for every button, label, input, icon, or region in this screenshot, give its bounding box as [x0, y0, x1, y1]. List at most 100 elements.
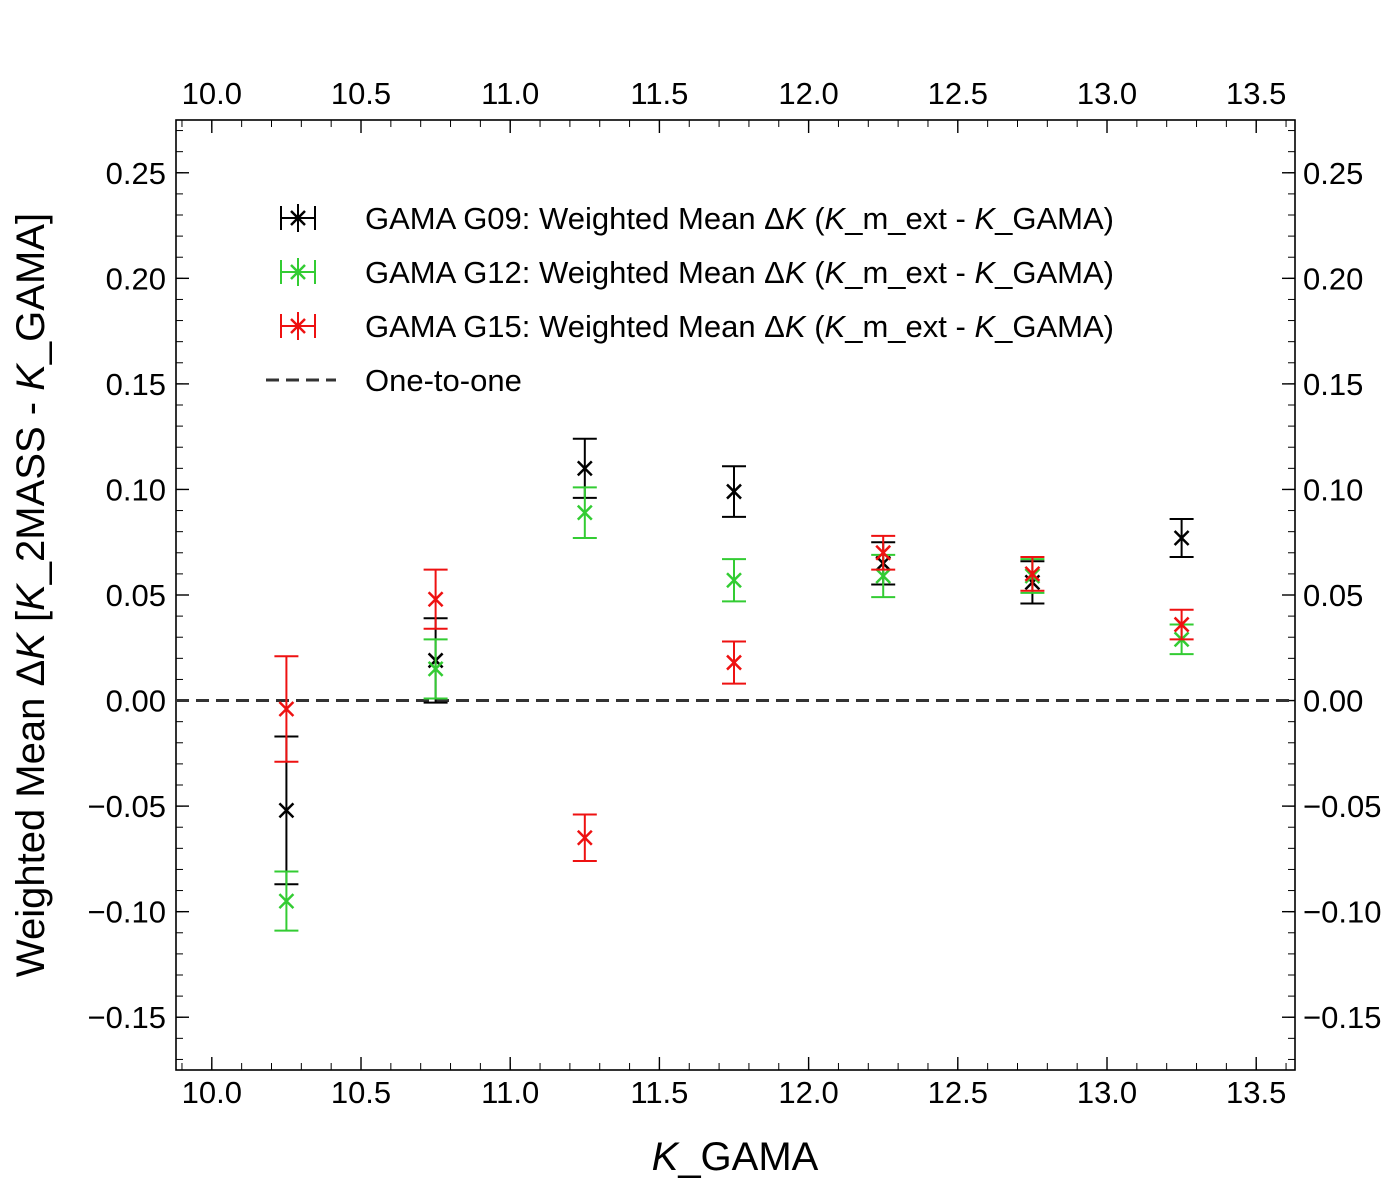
series-2-point-stroke-b: [875, 544, 892, 561]
x-tick-label: 13.0: [1077, 1075, 1137, 1110]
legend-marker-stroke-b: [290, 210, 306, 226]
x-tick-label-top: 10.0: [182, 76, 242, 111]
legend-label-part: K: [974, 255, 996, 290]
legend-entry-2: GAMA G15: Weighted Mean ΔK (K_m_ext - K_…: [280, 309, 1114, 344]
series-0-point-stroke-b: [278, 802, 295, 819]
legend-marker-stroke-b: [290, 264, 306, 280]
series-2-point-stroke-b: [1173, 616, 1190, 633]
y-tick-label: 0.00: [106, 684, 166, 719]
series-1-point-stroke-b: [576, 504, 593, 521]
legend: GAMA G09: Weighted Mean ΔK (K_m_ext - K_…: [266, 201, 1114, 398]
series-0-point: [1173, 530, 1190, 546]
series-1-point-stroke-b: [875, 568, 892, 584]
y-tick-label: −0.15: [88, 1000, 166, 1035]
y-tick-label-right: 0.00: [1303, 684, 1363, 719]
series-1-point-stroke-b: [427, 661, 444, 677]
series-1-point-stroke-b: [278, 893, 295, 909]
y-tick-label-right: −0.05: [1303, 789, 1381, 824]
ticks-layer: 10.0 10.0 10.5 10.5 11.0 11.0 11.5 11.5 12.0 12.0…: [88, 76, 1382, 1110]
legend-label-part: GAMA G15: Weighted Mean Δ: [365, 309, 785, 344]
series-1-point: [576, 504, 593, 521]
series-0-point: [278, 802, 295, 819]
series-1-point: [278, 893, 295, 909]
legend-label-part: K: [825, 201, 847, 236]
legend-entry-one-to-one: One-to-one: [266, 363, 522, 398]
x-tick-label-top: 10.5: [331, 76, 391, 111]
series-2-point-stroke-b: [726, 654, 742, 671]
legend-label: GAMA G12: Weighted Mean ΔK (K_m_ext - K_…: [365, 255, 1114, 290]
y-tick-label: 0.15: [106, 367, 166, 402]
legend-marker-stroke-b: [290, 318, 306, 334]
legend-label-part: _m_ext -: [844, 309, 974, 344]
series-2-point-stroke-b: [1024, 566, 1041, 582]
series-2-point: [1173, 616, 1190, 633]
series-1: [274, 486, 1194, 932]
x-tick-label: 12.0: [778, 1075, 838, 1110]
series-1-point-stroke-b: [726, 572, 742, 589]
y-tick-label-right: 0.05: [1303, 578, 1363, 613]
x-tick-label-top: 11.0: [481, 76, 539, 111]
y-axis-title: Weighted Mean ΔK [K_2MASS - K_GAMA]: [9, 213, 53, 977]
x-tick-label-top: 12.5: [928, 76, 988, 111]
x-tick-label: 10.0: [182, 1075, 242, 1110]
y-tick-label: 0.10: [106, 472, 166, 507]
series-1-point: [726, 572, 742, 589]
legend-label-part: _m_ext -: [844, 255, 974, 290]
legend-label: GAMA G09: Weighted Mean ΔK (K_m_ext - K_…: [365, 201, 1114, 236]
x-tick-label-top: 13.5: [1226, 76, 1286, 111]
series-2-point: [726, 654, 742, 671]
series-0-point-stroke-b: [576, 460, 593, 477]
x-tick-label-top: 11.5: [630, 76, 688, 111]
series-2-point-stroke-b: [278, 701, 295, 717]
legend-label-part: K: [785, 201, 807, 236]
legend-entry-0: GAMA G09: Weighted Mean ΔK (K_m_ext - K_…: [280, 201, 1114, 236]
legend-label-part: GAMA G12: Weighted Mean Δ: [365, 255, 785, 290]
legend-label-part: (: [806, 201, 826, 236]
x-axis-title: K_GAMA: [652, 1135, 819, 1179]
series-2-point-stroke-b: [576, 829, 593, 846]
legend-label: GAMA G15: Weighted Mean ΔK (K_m_ext - K_…: [365, 309, 1114, 344]
series-0-point: [726, 483, 742, 500]
legend-label-part: _m_ext -: [844, 201, 974, 236]
series-2-point-stroke-b: [427, 591, 444, 608]
y-tick-label-right: 0.15: [1303, 367, 1363, 402]
y-tick-label: −0.10: [88, 895, 166, 930]
legend-label-part: (: [806, 255, 826, 290]
legend-label-part: K: [974, 201, 996, 236]
legend-label-part: _GAMA): [994, 255, 1114, 290]
legend-label-part: _GAMA): [994, 309, 1114, 344]
y-tick-label-right: 0.25: [1303, 156, 1363, 191]
x-tick-label-top: 13.0: [1077, 76, 1137, 111]
legend-label-part: GAMA G09: Weighted Mean Δ: [365, 201, 785, 236]
y-tick-label: 0.20: [106, 261, 166, 296]
y-tick-label: −0.05: [88, 789, 166, 824]
y-tick-label-right: −0.10: [1303, 895, 1381, 930]
series-0-point-stroke-b: [726, 483, 742, 500]
series-0-point-stroke-b: [1173, 530, 1190, 546]
legend-label-part: K: [974, 309, 996, 344]
series-2-point: [875, 544, 892, 561]
series-0-point: [576, 460, 593, 477]
y-tick-label-right: −0.15: [1303, 1000, 1381, 1035]
series-1-point: [875, 568, 892, 584]
x-tick-label: 11.5: [630, 1075, 688, 1110]
y-tick-label: 0.25: [106, 156, 166, 191]
legend-label-part: K: [825, 309, 847, 344]
series-2-point: [576, 829, 593, 846]
legend-label-one-to-one: One-to-one: [365, 363, 522, 398]
legend-label-part: K: [785, 309, 807, 344]
series-1-point: [427, 661, 444, 677]
legend-label-part: K: [785, 255, 807, 290]
series-2-point: [278, 701, 295, 717]
x-tick-label: 11.0: [481, 1075, 539, 1110]
y-tick-label: 0.05: [106, 578, 166, 613]
legend-marker: [290, 318, 306, 334]
x-tick-label-top: 12.0: [778, 76, 838, 111]
legend-marker: [290, 264, 306, 280]
legend-label-part: _GAMA): [994, 201, 1114, 236]
series-2: [274, 534, 1194, 862]
x-tick-label: 12.5: [928, 1075, 988, 1110]
y-tick-label-right: 0.20: [1303, 261, 1363, 296]
series-2-point: [427, 591, 444, 608]
